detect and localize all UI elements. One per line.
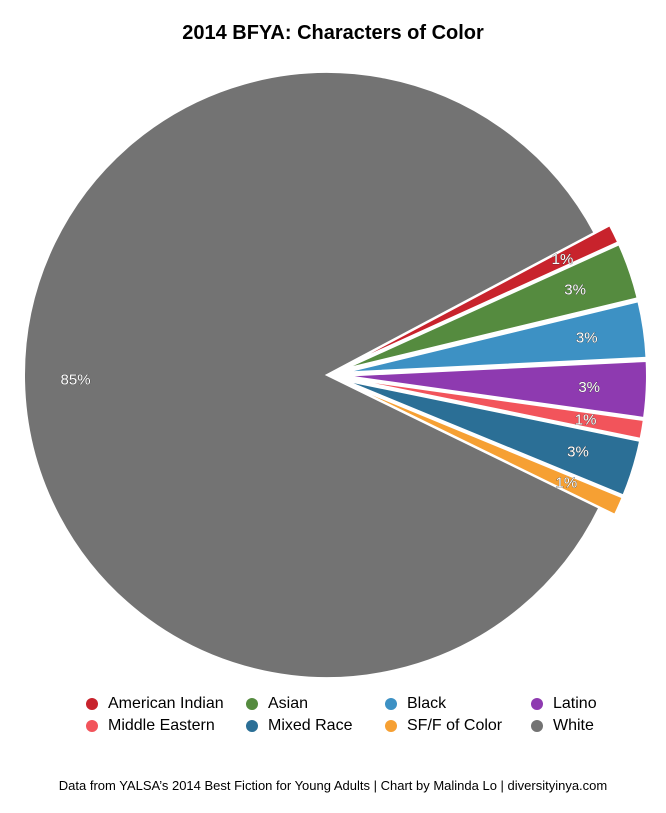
- legend-item-asian: Asian: [246, 694, 385, 714]
- legend-label: Black: [407, 695, 447, 712]
- legend-item-mixed-race: Mixed Race: [246, 716, 385, 736]
- legend-swatch: [246, 720, 258, 732]
- legend-swatch: [86, 698, 98, 710]
- slice-asian: [342, 242, 639, 371]
- legend-swatch: [531, 720, 543, 732]
- slice-sf-f-of-color: [342, 381, 624, 517]
- legend-label: SF/F of Color: [407, 717, 503, 734]
- legend-label: Mixed Race: [268, 717, 353, 734]
- slice-latino: [343, 359, 648, 420]
- legend: American Indian Asian Black Latino Middle Ea…: [86, 694, 626, 736]
- legend-swatch: [385, 698, 397, 710]
- slice-label-white: 85%: [61, 371, 91, 388]
- pie-slices: [23, 71, 648, 679]
- legend-item-latino: Latino: [531, 694, 631, 714]
- slice-black: [343, 300, 648, 374]
- legend-label: Latino: [553, 695, 597, 712]
- legend-item-white: White: [531, 716, 631, 736]
- slice-label-mixed-race: 3%: [567, 444, 589, 461]
- chart-footer: Data from YALSA’s 2014 Best Fiction for …: [58, 778, 608, 793]
- slice-american-indian: [341, 223, 620, 369]
- legend-label: American Indian: [108, 695, 224, 712]
- legend-swatch: [531, 698, 543, 710]
- slice-label-middle-eastern: 1%: [575, 412, 597, 429]
- slice-middle-eastern: [343, 376, 645, 441]
- legend-item-middle-eastern: Middle Eastern: [86, 716, 246, 736]
- legend-label: White: [553, 717, 594, 734]
- legend-item-sf-f-of-color: SF/F of Color: [385, 716, 531, 736]
- legend-item-black: Black: [385, 694, 531, 714]
- legend-label: Asian: [268, 695, 309, 712]
- slice-label-latino: 3%: [578, 379, 600, 396]
- slice-white: [23, 71, 601, 679]
- slice-mixed-race: [342, 378, 642, 497]
- slice-label-sf-f-of-color: 1%: [556, 475, 578, 492]
- legend-swatch: [246, 698, 258, 710]
- slice-label-american-indian: 1%: [552, 251, 574, 268]
- slice-label-black: 3%: [576, 330, 598, 347]
- legend-swatch: [385, 720, 397, 732]
- pie-labels: 1% 3% 3% 3% 1% 3% 1% 85%: [60, 251, 600, 492]
- legend-item-american-indian: American Indian: [86, 694, 246, 714]
- chart-title: 2014 BFYA: Characters of Color: [182, 22, 484, 44]
- slice-label-asian: 3%: [564, 282, 586, 299]
- legend-swatch: [86, 720, 98, 732]
- legend-label: Middle Eastern: [108, 717, 215, 734]
